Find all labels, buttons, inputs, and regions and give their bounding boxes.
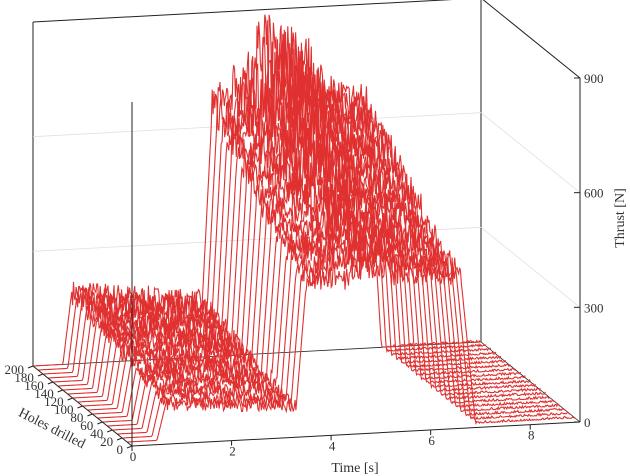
y-tick-label: 180 — [14, 370, 34, 385]
z-axis-label: Thrust [N] — [613, 188, 628, 248]
y-tick-label: 40 — [90, 426, 103, 441]
thrust-trace-100 — [82, 150, 531, 407]
y-tick-label: 80 — [70, 410, 83, 425]
x-axis-label: Time [s] — [331, 461, 378, 476]
x-tick-label: 2 — [229, 444, 236, 459]
thrust-trace-50 — [107, 211, 556, 427]
y-tick — [57, 389, 63, 393]
thrust-trace-20 — [122, 234, 571, 439]
y-tick — [77, 405, 83, 409]
z-tick-label: 600 — [584, 186, 604, 201]
thrust-trace-170 — [47, 68, 497, 379]
x-axis-line — [131, 421, 581, 447]
y-tick — [116, 437, 123, 441]
x-tick-label: 8 — [528, 428, 535, 443]
axis-ticks: 0 2 4 6 802040608010012014016018020003006009… — [5, 71, 604, 464]
y-tick-label: 120 — [44, 394, 64, 409]
x-tick-label: 4 — [329, 438, 336, 453]
y-tick-label: 100 — [54, 402, 74, 417]
x-tick-label: 0 — [130, 449, 137, 464]
thrust-trace-40 — [112, 226, 561, 431]
z-tick-label: 900 — [584, 71, 604, 86]
y-tick-label: 20 — [100, 434, 113, 449]
z-tick-label: 0 — [584, 415, 591, 430]
y-tick — [97, 421, 103, 425]
y-tick — [27, 365, 34, 369]
x-tick-label: 6 — [428, 433, 435, 448]
y-tick-label: 200 — [5, 362, 25, 377]
y-tick-label: 60 — [80, 418, 93, 433]
y-tick — [67, 397, 73, 401]
thrust-trace-70 — [97, 190, 546, 419]
z-tick-label: 300 — [584, 300, 604, 315]
thrust-trace-160 — [52, 76, 502, 383]
y-tick-label: 160 — [24, 378, 44, 393]
box-edge — [482, 0, 581, 79]
thrust-traces — [33, 14, 576, 443]
grid-line — [480, 112, 581, 193]
y-tick-label: 140 — [34, 386, 54, 401]
y-tick — [107, 429, 113, 433]
y-tick — [126, 445, 133, 449]
y-tick — [37, 373, 44, 377]
grid-line — [480, 227, 581, 308]
y-tick — [47, 381, 53, 385]
box-edge — [32, 0, 454, 23]
thrust-trace-200 — [33, 14, 481, 367]
thrust-trace-10 — [127, 252, 576, 443]
y-tick-label: 0 — [117, 442, 124, 457]
y-tick — [87, 413, 93, 417]
